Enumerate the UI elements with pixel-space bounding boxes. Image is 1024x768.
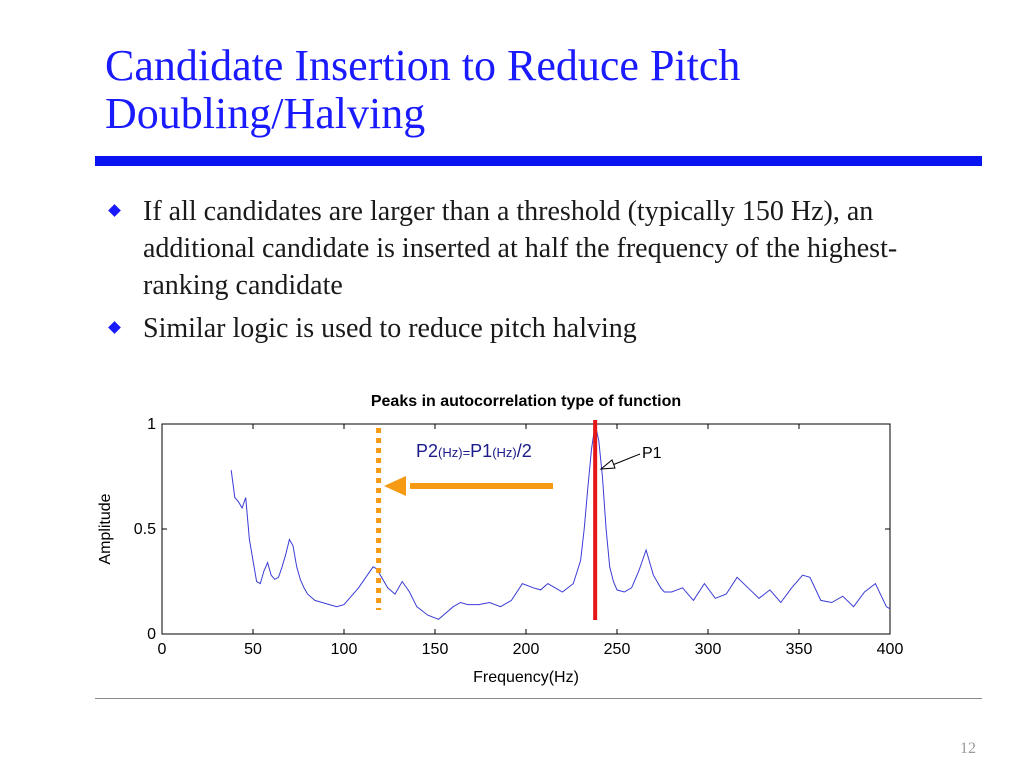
y-tick-label: 0.5 — [134, 521, 156, 538]
arrow-left-icon — [384, 476, 406, 496]
p2-formula-hz2: (Hz) — [492, 445, 517, 460]
slide-number: 12 — [960, 740, 976, 757]
y-tick-label: 1 — [147, 416, 156, 433]
autocorrelation-chart: Peaks in autocorrelation type of functio… — [97, 393, 904, 686]
diamond-bullet-icon — [108, 321, 121, 334]
x-axis: 0 50 100 150 200 250 300 350 400 — [158, 424, 904, 658]
p2-formula: P2(Hz)=P1(Hz)/2 — [416, 441, 532, 461]
slide-title-line-1: Candidate Insertion to Reduce Pitch — [105, 41, 741, 90]
p2-formula-half: /2 — [517, 441, 532, 461]
diamond-bullet-icon — [108, 204, 121, 217]
footer-divider — [95, 698, 982, 699]
x-tick-label: 150 — [422, 641, 449, 658]
p1-pointer-arrowhead-icon — [599, 459, 616, 470]
series-line — [230, 423, 891, 620]
chart-title: Peaks in autocorrelation type of functio… — [371, 393, 681, 410]
bullet-text: Similar logic is used to reduce pitch ha… — [143, 313, 637, 344]
slide-title-line-2: Doubling/Halving — [105, 89, 426, 138]
x-tick-label: 200 — [513, 641, 540, 658]
p1-label: P1 — [642, 445, 662, 462]
y-axis: 00.51 — [134, 416, 890, 643]
bullet-text: If all candidates are larger than a thre… — [143, 196, 898, 301]
x-tick-label: 300 — [695, 641, 722, 658]
y-tick-label: 0 — [147, 626, 156, 643]
bullet-item: If all candidates are larger than a thre… — [108, 193, 978, 304]
x-tick-label: 100 — [331, 641, 358, 658]
x-tick-label: 50 — [244, 641, 262, 658]
bullet-list: If all candidates are larger than a thre… — [108, 193, 978, 353]
x-tick-label: 0 — [158, 641, 167, 658]
y-axis-label: Amplitude — [97, 493, 114, 564]
p2-formula-p2: P2 — [416, 441, 438, 461]
x-tick-label: 250 — [604, 641, 631, 658]
title-divider — [95, 156, 982, 166]
p2-formula-p1: P1 — [470, 441, 492, 461]
x-axis-label: Frequency(Hz) — [473, 669, 579, 686]
bullet-item: Similar logic is used to reduce pitch ha… — [108, 310, 978, 347]
p2-formula-hz1: (Hz)= — [438, 445, 470, 460]
x-tick-label: 400 — [877, 641, 904, 658]
x-tick-label: 350 — [786, 641, 813, 658]
slide-title: Candidate Insertion to Reduce Pitch Doub… — [105, 42, 985, 138]
